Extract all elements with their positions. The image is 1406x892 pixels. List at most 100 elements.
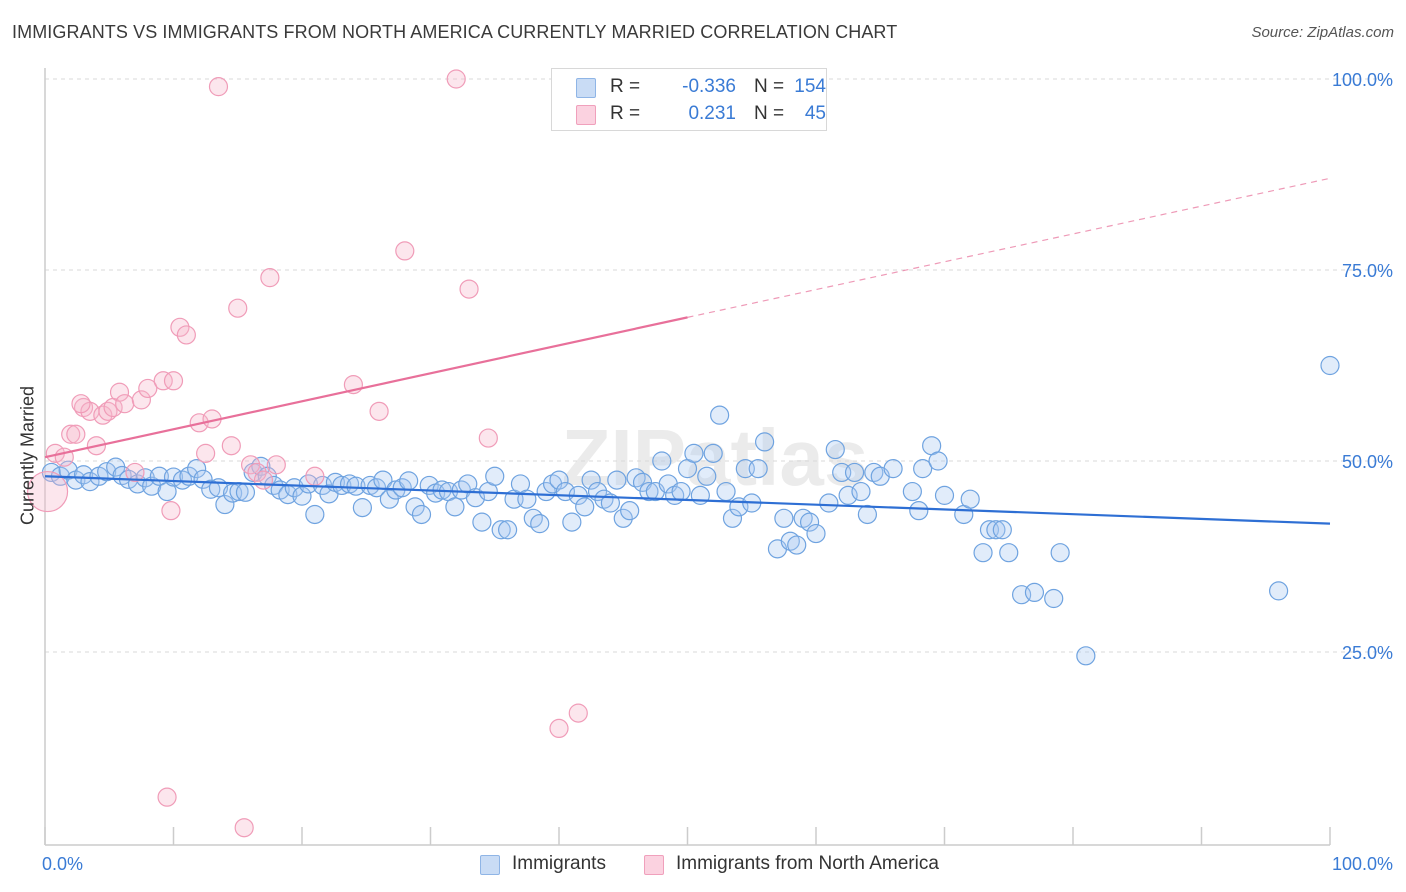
trend-lines <box>44 177 1331 525</box>
data-point-immigrants <box>844 462 865 483</box>
bottom-legend-label: Immigrants from North America <box>676 853 939 874</box>
y-tick-label: 50.0% <box>1342 452 1393 472</box>
data-point-north-america <box>266 455 286 475</box>
data-point-immigrants <box>697 466 717 486</box>
data-point-immigrants <box>530 514 550 534</box>
bottom-legend-label: Immigrants <box>512 853 606 874</box>
data-point-immigrants <box>352 498 372 518</box>
y-tick-label: 100.0% <box>1332 70 1393 90</box>
data-point-north-america <box>66 424 86 444</box>
data-point-north-america <box>228 298 248 318</box>
data-point-immigrants <box>472 512 492 532</box>
data-point-north-america <box>176 325 196 345</box>
data-point-immigrants <box>999 543 1019 563</box>
legend-r-label: R = <box>610 103 641 124</box>
data-point-north-america <box>153 371 173 391</box>
y-axis-label: Currently Married <box>17 385 38 526</box>
data-point-north-america <box>305 466 325 486</box>
data-point-north-america <box>221 436 241 456</box>
data-point-immigrants <box>613 508 633 528</box>
data-point-immigrants <box>960 489 980 509</box>
trend-line-immigrants <box>44 475 1331 525</box>
data-point-north-america <box>446 69 466 89</box>
data-point-north-america <box>163 371 184 391</box>
legend-swatch-blue <box>576 78 596 98</box>
data-point-immigrants <box>1076 646 1096 666</box>
data-point-north-america <box>459 279 479 299</box>
data-point-immigrants <box>748 459 768 479</box>
data-point-immigrants <box>652 451 672 471</box>
legend-r-value: 0.231 <box>688 103 736 124</box>
data-point-north-america <box>369 401 389 421</box>
y-tick-label: 25.0% <box>1342 643 1393 663</box>
data-point-immigrants <box>986 520 1006 540</box>
data-point-immigrants <box>581 470 601 490</box>
data-point-immigrants <box>523 508 543 528</box>
tick-labels: 25.0% 50.0% 75.0% 100.0% 0.0% 100.0% <box>42 70 1393 874</box>
data-point-immigrants <box>607 470 627 490</box>
data-point-north-america <box>71 394 91 414</box>
legend-r-value: -0.336 <box>682 76 736 97</box>
data-point-north-america <box>478 428 498 448</box>
data-point-north-america <box>196 443 216 463</box>
data-point-immigrants <box>399 471 419 491</box>
data-point-north-america <box>549 718 569 739</box>
data-point-immigrants <box>883 459 903 479</box>
data-point-immigrants <box>716 481 736 502</box>
data-point-immigrants <box>142 476 162 496</box>
data-point-immigrants <box>774 508 794 528</box>
data-point-immigrants <box>787 535 807 555</box>
trend-line-north-america-extension <box>687 177 1331 318</box>
data-point-north-america <box>234 818 254 838</box>
data-point-immigrants <box>346 476 366 496</box>
data-point-north-america <box>115 394 135 414</box>
data-point-immigrants <box>902 481 922 502</box>
data-point-north-america <box>93 405 113 425</box>
data-point-immigrants <box>305 504 325 525</box>
data-point-immigrants <box>703 443 723 463</box>
data-point-north-america <box>395 241 415 261</box>
data-point-immigrants <box>722 508 743 528</box>
data-point-north-america <box>157 787 177 807</box>
data-point-immigrants <box>825 439 845 460</box>
data-point-immigrants <box>549 470 569 490</box>
data-point-immigrants <box>298 474 319 494</box>
data-point-immigrants <box>851 481 871 502</box>
data-point-immigrants <box>639 481 659 502</box>
data-point-north-america <box>253 470 274 490</box>
data-point-immigrants <box>1320 355 1340 376</box>
data-point-north-america <box>247 462 267 483</box>
data-point-north-america <box>161 501 181 521</box>
data-point-immigrants <box>973 543 993 563</box>
data-point-immigrants <box>411 504 432 525</box>
legend-r-label: R = <box>610 76 641 97</box>
data-point-immigrants <box>405 497 425 517</box>
legend-n-value: 154 <box>794 76 826 97</box>
data-point-immigrants <box>562 512 582 532</box>
data-point-immigrants <box>97 462 117 482</box>
data-point-immigrants <box>292 486 312 506</box>
data-point-immigrants <box>445 497 465 517</box>
data-point-immigrants <box>799 512 820 532</box>
data-point-immigrants <box>1024 582 1045 603</box>
data-point-north-america <box>109 382 130 402</box>
data-point-immigrants <box>193 469 213 489</box>
x-tick-label-max: 100.0% <box>1332 854 1393 874</box>
data-point-immigrants <box>600 493 621 513</box>
source-label: Source: ZipAtlas.com <box>1251 24 1394 41</box>
data-point-immigrants <box>754 432 775 452</box>
data-point-immigrants <box>536 481 556 502</box>
bottom-legend-swatch-blue <box>480 855 500 875</box>
data-point-north-america <box>260 268 280 288</box>
data-point-north-america <box>241 455 261 475</box>
data-point-immigrants <box>819 493 839 513</box>
data-point-immigrants <box>671 481 691 502</box>
correlation-legend: R = -0.336 N = 154 R = 0.231 N = 45 <box>551 68 827 131</box>
data-point-immigrants <box>992 520 1012 540</box>
y-tick-label: 75.0% <box>1342 261 1393 281</box>
data-point-immigrants <box>857 504 878 525</box>
series-immigrants <box>41 355 1340 666</box>
bottom-legend-swatch-pink <box>644 855 664 875</box>
data-point-immigrants <box>684 443 704 463</box>
data-point-immigrants <box>187 459 207 479</box>
